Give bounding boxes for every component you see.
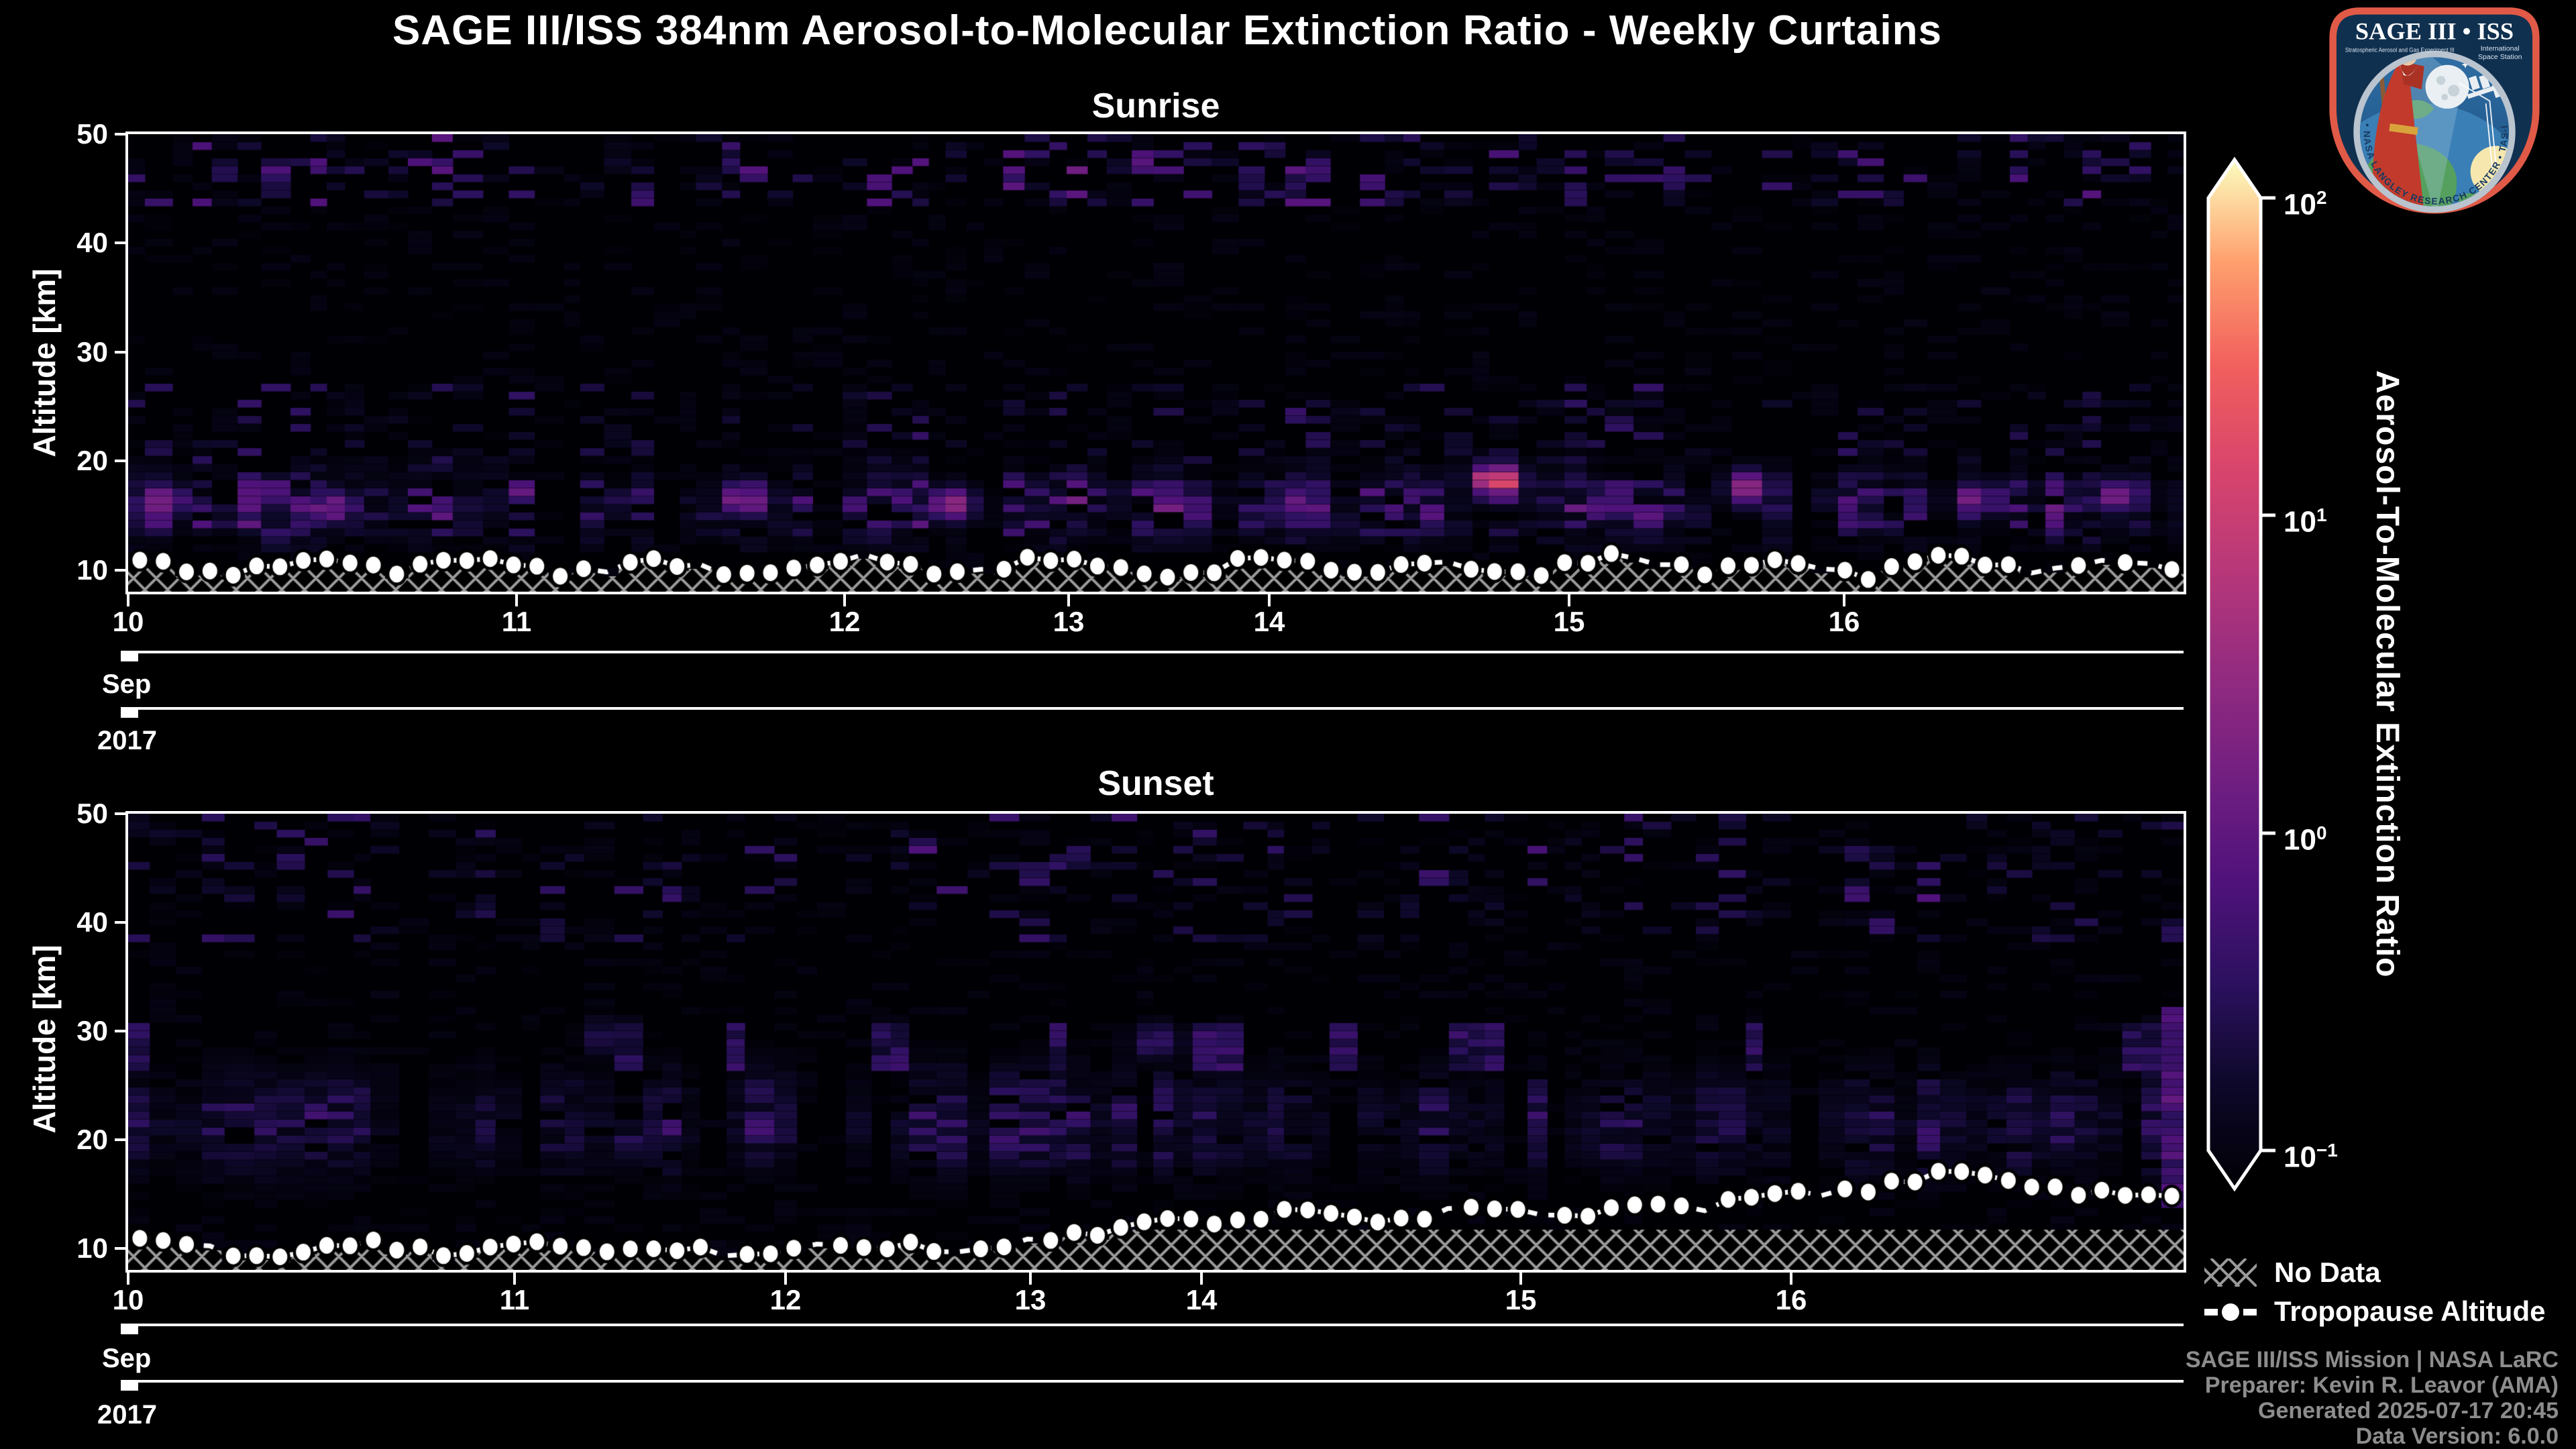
y-tick <box>115 350 127 354</box>
x-tick <box>1790 1273 1792 1285</box>
x-tick-label: 15 <box>1505 1284 1537 1316</box>
x-tick-label: 11 <box>501 606 532 637</box>
tropopause-marker <box>2204 1303 2257 1321</box>
sage-iss-mission-patch-logo: SAGE III • ISS Stratospheric Aerosol and… <box>2328 5 2540 214</box>
no-data-hatch-swatch <box>2204 1258 2257 1287</box>
y-tick-label: 40 <box>76 906 108 938</box>
patch-subtitle-right1: International <box>2481 45 2520 53</box>
sunset-heatmap-canvas <box>128 814 2184 1270</box>
x-tick <box>1067 594 1070 606</box>
month-axis-line <box>121 651 2184 653</box>
x-tick <box>127 594 129 606</box>
y-tick <box>115 1138 127 1141</box>
colorbar-tick-label: 102 <box>2284 187 2327 221</box>
colorbar-title: Aerosol-To-Molecular Extinction Ratio <box>2369 370 2405 978</box>
y-tick-label: 50 <box>76 798 108 829</box>
x-tick <box>127 1273 129 1285</box>
colorbar-tick-label: 10−1 <box>2284 1140 2338 1174</box>
x-tick <box>843 594 846 606</box>
month-axis-tick <box>121 653 138 661</box>
y-tick <box>115 568 127 572</box>
attribution-line: Data Version: 6.0.0 <box>2355 1424 2559 1449</box>
sunset-panel-title: Sunset <box>1097 764 1214 803</box>
attribution-line: Preparer: Kevin R. Leavor (AMA) <box>2204 1373 2559 1398</box>
sunrise-heatmap-panel <box>125 131 2186 594</box>
x-tick <box>784 1273 787 1285</box>
x-tick-label: 13 <box>1014 1284 1046 1316</box>
year-axis-tick <box>121 1383 138 1391</box>
sunrise-heatmap-canvas <box>128 134 2184 592</box>
colorbar-tick-label: 101 <box>2284 504 2327 539</box>
colorbar <box>2206 156 2275 1192</box>
x-tick <box>515 594 518 606</box>
attribution-block: SAGE III/ISS Mission | NASA LaRC Prepare… <box>2186 1347 2559 1449</box>
x-tick <box>1568 594 1570 606</box>
x-tick <box>1200 1273 1203 1285</box>
x-tick-label: 15 <box>1553 606 1585 637</box>
y-tick-label: 10 <box>76 553 108 586</box>
x-tick-label: 12 <box>828 606 861 637</box>
x-tick-label: 12 <box>769 1284 802 1316</box>
y-tick <box>115 460 127 463</box>
month-axis-line <box>121 1324 2184 1326</box>
x-tick-label: 14 <box>1185 1284 1218 1316</box>
patch-title-text: SAGE III • ISS <box>2355 17 2514 44</box>
x-tick <box>1843 594 1845 606</box>
sunrise-panel-title: Sunrise <box>1091 87 1220 125</box>
patch-wizard <box>2372 57 2424 207</box>
x-tick-label: 11 <box>499 1284 530 1316</box>
legend-tropopause-label: Tropopause Altitude <box>2274 1295 2546 1327</box>
x-tick <box>1268 594 1271 606</box>
page-title: SAGE III/ISS 384nm Aerosol-to-Molecular … <box>392 7 1942 54</box>
y-tick <box>115 812 127 815</box>
colorbar-ticks <box>2261 196 2275 1152</box>
y-tick <box>115 920 127 924</box>
y-tick <box>115 1246 127 1250</box>
x-tick <box>1519 1273 1522 1285</box>
year-axis-tick <box>121 710 138 718</box>
colorbar-gradient-bar <box>2206 156 2263 1192</box>
year-label: 2017 <box>97 726 157 755</box>
month-axis-tick <box>121 1326 138 1334</box>
year-axis-line <box>121 707 2184 710</box>
y-tick-label: 30 <box>76 335 108 368</box>
attribution-line: Generated 2025-07-17 20:45 <box>2258 1398 2559 1424</box>
patch-subtitle-left: Stratospheric Aerosol and Gas Experiment… <box>2345 47 2455 54</box>
x-tick-label: 13 <box>1053 606 1085 637</box>
y-tick-label: 30 <box>76 1014 108 1046</box>
y-tick <box>115 133 127 136</box>
month-label: Sep <box>102 669 152 699</box>
y-tick-label: 50 <box>76 118 108 150</box>
patch-subtitle-right2: Space Station <box>2478 53 2522 61</box>
x-tick-label: 16 <box>1828 606 1860 637</box>
x-tick <box>1029 1273 1032 1285</box>
x-tick-label: 14 <box>1253 606 1285 637</box>
attribution-line: SAGE III/ISS Mission | NASA LaRC <box>2185 1347 2559 1373</box>
year-label: 2017 <box>97 1400 157 1430</box>
sunset-heatmap-panel <box>125 811 2186 1273</box>
y-tick-label: 20 <box>76 445 108 477</box>
y-tick-label: 40 <box>76 227 108 259</box>
month-label: Sep <box>102 1344 152 1373</box>
x-tick <box>513 1273 516 1285</box>
x-tick-label: 10 <box>112 606 144 637</box>
legend-no-data-label: No Data <box>2274 1256 2381 1288</box>
x-tick-label: 16 <box>1775 1284 1807 1316</box>
y-tick <box>115 241 127 245</box>
x-tick-label: 10 <box>112 1284 144 1316</box>
y-tick-label: 10 <box>76 1232 108 1264</box>
y-tick-label: 20 <box>76 1123 108 1155</box>
colorbar-tick-label: 100 <box>2284 822 2327 857</box>
y-tick <box>115 1029 127 1032</box>
year-axis-line <box>121 1380 2184 1383</box>
